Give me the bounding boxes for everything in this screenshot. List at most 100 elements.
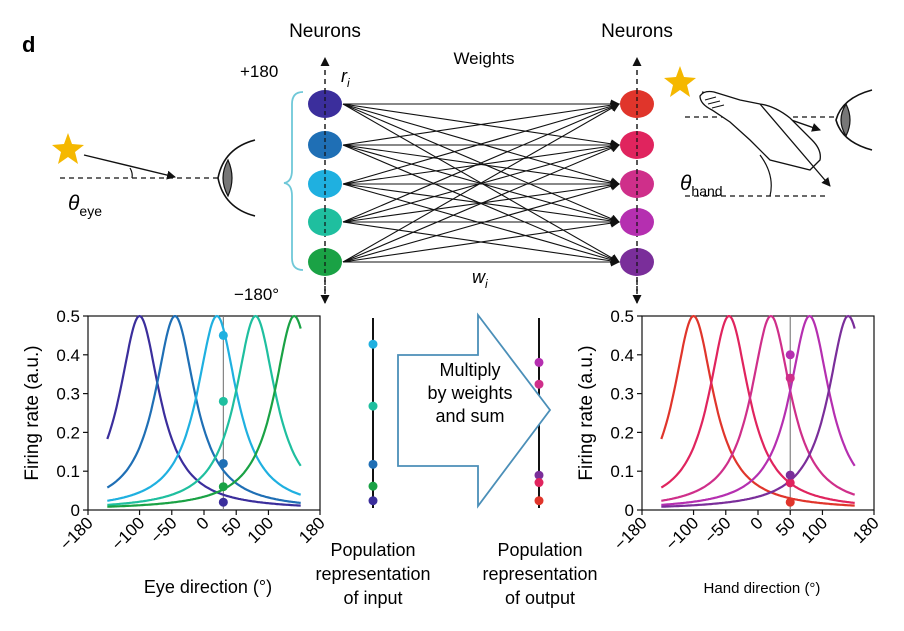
firing-rate-point (785, 350, 795, 360)
weight-connection (342, 141, 620, 185)
population-point (368, 339, 378, 349)
population-point (368, 481, 378, 491)
population-point (534, 496, 544, 506)
plot-frame (87, 315, 321, 511)
firing-rate-point (218, 458, 228, 468)
firing-rate-point (218, 482, 228, 492)
x-tick-label: 0 (193, 513, 213, 533)
population-point (368, 496, 378, 506)
tuning-curve (660, 314, 855, 507)
output-neurons-header: Neurons (601, 21, 673, 42)
x-tick-label: 100 (798, 513, 831, 546)
r-label: ri (341, 66, 350, 90)
tuning-curve (106, 314, 301, 507)
y-tick-label: 0.5 (56, 307, 80, 326)
population-input-plot (368, 318, 378, 508)
firing-rate-point (785, 478, 795, 488)
x-tick-label: −180 (56, 513, 97, 554)
pop-output-caption-2: representation (482, 564, 597, 584)
tuning-curve (660, 315, 855, 504)
x-axis-label: Eye direction (°) (144, 577, 272, 597)
input-brace (283, 91, 304, 271)
pop-output-caption-1: Population (497, 540, 582, 560)
weight-connection (342, 103, 620, 263)
population-point (534, 478, 544, 488)
firing-rate-point (785, 373, 795, 383)
pop-input-caption-3: of input (343, 588, 402, 608)
tuning-curve (107, 314, 302, 508)
population-point (534, 470, 544, 480)
arrow-text-line-1: Multiply (439, 360, 500, 380)
tuning-curve (661, 314, 856, 506)
theta-eye-label: θeye (68, 192, 102, 219)
tuning-curve (107, 314, 302, 506)
arm-icon (699, 90, 821, 171)
y-tick-label: 0.3 (610, 385, 634, 404)
weight-connection (342, 181, 620, 263)
eye-angle-arc (129, 167, 133, 179)
x-tick-label: 100 (244, 513, 277, 546)
output-neurons (620, 90, 654, 276)
fingers-icon (704, 96, 725, 109)
plot-frame (641, 315, 875, 511)
arrow-text-line-3: and sum (435, 406, 504, 426)
population-point (368, 459, 378, 469)
top-value-label: +180 (240, 62, 278, 81)
x-tick-label: −100 (662, 513, 703, 554)
input-neurons-header: Neurons (289, 21, 361, 42)
multiply-sum-arrow (397, 312, 552, 509)
pop-input-caption-2: representation (315, 564, 430, 584)
x-tick-label: 180 (295, 513, 328, 546)
population-point (534, 379, 544, 389)
population-point (534, 357, 544, 367)
tuning-curve (661, 314, 856, 508)
eye-illustration: θeye (52, 133, 256, 219)
x-tick-label: 0 (747, 513, 767, 533)
weight-connection (342, 101, 620, 185)
firing-rate-point (785, 470, 795, 480)
hand-illustration: θhand (664, 66, 873, 199)
hand-star-icon (664, 66, 696, 97)
x-tick-label: −180 (610, 513, 651, 554)
weights-label: Weights (453, 49, 514, 68)
hand-eye-icon (835, 89, 873, 151)
hand-eye-pupil-icon (840, 102, 851, 138)
panel-label: d (22, 32, 35, 57)
eye-gaze-arrow (83, 154, 176, 180)
tuning-curve (107, 314, 302, 502)
pop-input-caption-1: Population (330, 540, 415, 560)
y-tick-label: 0.4 (610, 346, 634, 365)
y-tick-label: 0.3 (56, 385, 80, 404)
firing-rate-point (218, 497, 228, 507)
x-tick-label: −100 (108, 513, 149, 554)
firing-rate-point (785, 497, 795, 507)
firing-rate-point (218, 396, 228, 406)
y-tick-label: 0.2 (610, 423, 634, 442)
weight-connection (342, 100, 620, 146)
eye-icon (217, 139, 256, 217)
eye-star-icon (52, 133, 84, 164)
x-tick-label: 50 (218, 513, 245, 540)
arrow-text-line-2: by weights (427, 383, 512, 403)
y-tick-label: 0.1 (610, 462, 634, 481)
weight-connection (342, 218, 620, 263)
eye-pupil-icon (222, 158, 233, 198)
y-axis-label: Firing rate (a.u.) (576, 345, 597, 480)
y-tick-label: 0 (625, 501, 634, 520)
y-tick-label: 0.1 (56, 462, 80, 481)
tuning-curve (661, 314, 856, 502)
population-point (368, 401, 378, 411)
x-tick-label: −50 (701, 513, 735, 547)
input-neurons (308, 90, 342, 276)
x-tick-label: 180 (849, 513, 882, 546)
forearm-direction-arrow (759, 103, 831, 187)
bottom-value-label: −180° (234, 285, 279, 304)
y-tick-label: 0.2 (56, 423, 80, 442)
x-tick-label: 50 (772, 513, 799, 540)
weight-connection (342, 103, 620, 223)
theta-hand-label: θhand (680, 172, 723, 199)
firing-rate-point (218, 330, 228, 340)
weight-connection (342, 143, 620, 263)
